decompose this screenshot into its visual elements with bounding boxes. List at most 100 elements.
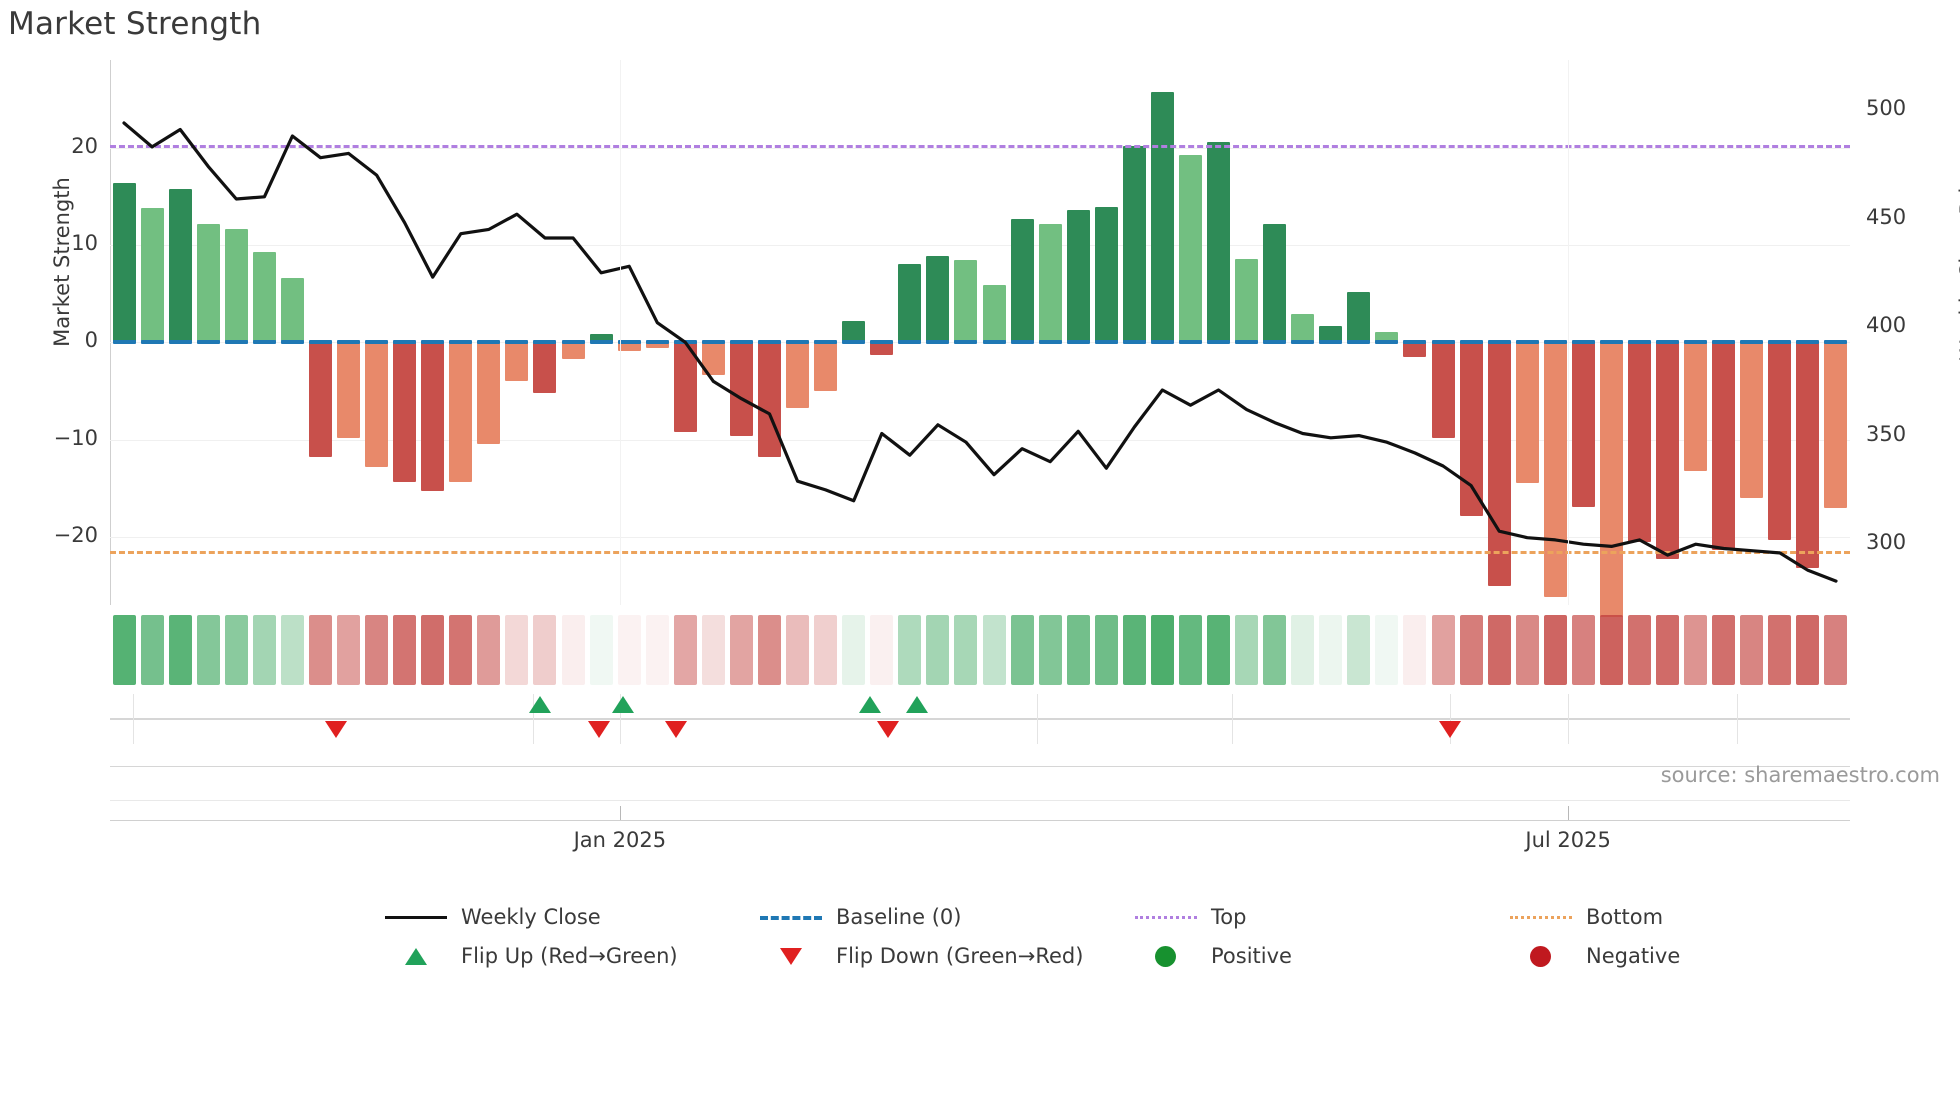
plot-area — [110, 60, 1850, 617]
baseline-segment — [1459, 340, 1483, 345]
strength-bar — [140, 207, 164, 343]
heatmap-cell — [365, 615, 389, 685]
heatmap-cell — [1740, 615, 1764, 685]
strength-bar — [842, 320, 866, 343]
heatmap-cell — [1150, 615, 1174, 685]
heatmap-cell — [252, 615, 276, 685]
strength-bar — [421, 342, 445, 492]
legend-item[interactable]: Flip Up (Red→Green) — [385, 944, 678, 968]
legend-triangle-up-green-icon — [385, 946, 447, 966]
x-axis-tick — [619, 806, 621, 820]
heatmap-cell — [617, 615, 641, 685]
baseline-segment — [589, 340, 613, 345]
heatmap-cell — [1291, 615, 1315, 685]
heatmap-cell — [1599, 615, 1623, 685]
legend-label: Top — [1211, 905, 1247, 929]
left-tick-label: 20 — [71, 133, 98, 158]
bottom-reference-line — [110, 551, 1850, 555]
right-tick-label: 450 — [1866, 204, 1907, 229]
heatmap-cell — [1628, 615, 1651, 685]
legend-circle-green-icon — [1135, 946, 1197, 967]
strength-bar — [1656, 342, 1680, 560]
heatmap-cell — [1712, 615, 1736, 685]
strength-bar — [1263, 223, 1287, 343]
strength-bar — [1459, 342, 1483, 517]
heatmap-cell — [477, 615, 501, 685]
baseline-segment — [1571, 340, 1595, 345]
legend-item[interactable]: Bottom — [1510, 905, 1663, 929]
baseline-segment — [1235, 340, 1259, 345]
flip-grid-tick — [619, 694, 621, 744]
flip-grid-tick — [1449, 694, 1451, 744]
heatmap-cell — [729, 615, 753, 685]
strength-bar — [673, 342, 697, 432]
heatmap-cell — [982, 615, 1006, 685]
legend-label: Baseline (0) — [836, 905, 962, 929]
strength-bar — [477, 342, 501, 445]
heatmap-cell — [1263, 615, 1287, 685]
strength-bar — [1319, 325, 1343, 343]
strength-bar — [112, 182, 136, 343]
x-axis-label: Jan 2025 — [573, 828, 667, 852]
heatmap-cell — [1431, 615, 1455, 685]
heatmap-cell — [112, 615, 136, 685]
legend-item[interactable]: Positive — [1135, 944, 1292, 968]
strength-bar — [168, 189, 192, 343]
heatmap-cell — [393, 615, 417, 685]
chart-legend: Weekly Close Baseline (0) Top Bottom Flip Up… — [0, 905, 1960, 1035]
baseline-segment — [477, 340, 501, 345]
heatmap-cell — [1094, 615, 1118, 685]
heatmap-cell — [758, 615, 781, 685]
gridline — [110, 147, 1850, 149]
legend-label: Positive — [1211, 944, 1292, 968]
baseline-segment — [140, 340, 164, 345]
heatmap-cell — [421, 615, 445, 685]
legend-item[interactable]: Negative — [1510, 944, 1680, 968]
heatmap-cell — [1543, 615, 1567, 685]
baseline-segment — [1740, 340, 1764, 345]
gridline — [110, 342, 1850, 344]
baseline-segment — [1150, 340, 1174, 345]
heatmap-cell — [589, 615, 613, 685]
baseline-segment — [196, 340, 220, 345]
flip-grid-tick — [1232, 694, 1234, 744]
heatmap-cell — [308, 615, 332, 685]
weekly-close-polyline — [122, 121, 1838, 583]
strength-bar — [196, 223, 220, 343]
strength-bar — [1235, 258, 1259, 343]
strength-bar — [1066, 209, 1090, 343]
legend-dash-blue-icon — [760, 907, 822, 927]
heatmap-cell — [280, 615, 304, 685]
strength-bar — [1824, 342, 1848, 508]
legend-item[interactable]: Weekly Close — [385, 905, 601, 929]
gridline — [110, 439, 1850, 441]
baseline-segment — [449, 340, 473, 345]
legend-item[interactable]: Top — [1135, 905, 1246, 929]
legend-item[interactable]: Flip Down (Green→Red) — [760, 944, 1083, 968]
baseline-segment — [1628, 340, 1651, 345]
flip-down-marker — [876, 721, 899, 738]
baseline-segment — [505, 340, 529, 345]
strength-bar — [505, 342, 529, 382]
strength-bar — [1684, 342, 1708, 471]
strength-bar — [561, 342, 585, 359]
heatmap-cell — [1515, 615, 1539, 685]
source-note: source: sharemaestro.com — [1660, 763, 1940, 787]
baseline-segment — [280, 340, 304, 345]
flip-down-marker — [587, 721, 610, 738]
baseline-segment — [393, 340, 417, 345]
legend-line-black-icon — [385, 907, 447, 927]
heatmap-cell — [701, 615, 725, 685]
strength-bar — [926, 255, 950, 343]
left-tick-label: −20 — [53, 522, 98, 547]
gridline — [110, 536, 1850, 538]
heatmap-cell — [1768, 615, 1792, 685]
strength-bar — [1543, 342, 1567, 598]
legend-dot-orange-icon — [1510, 907, 1572, 927]
heatmap-cell — [1403, 615, 1427, 685]
baseline-segment — [1122, 340, 1146, 345]
baseline-segment — [954, 340, 978, 345]
legend-label: Flip Down (Green→Red) — [836, 944, 1084, 968]
legend-item[interactable]: Baseline (0) — [760, 905, 961, 929]
flip-up-marker — [859, 696, 882, 713]
